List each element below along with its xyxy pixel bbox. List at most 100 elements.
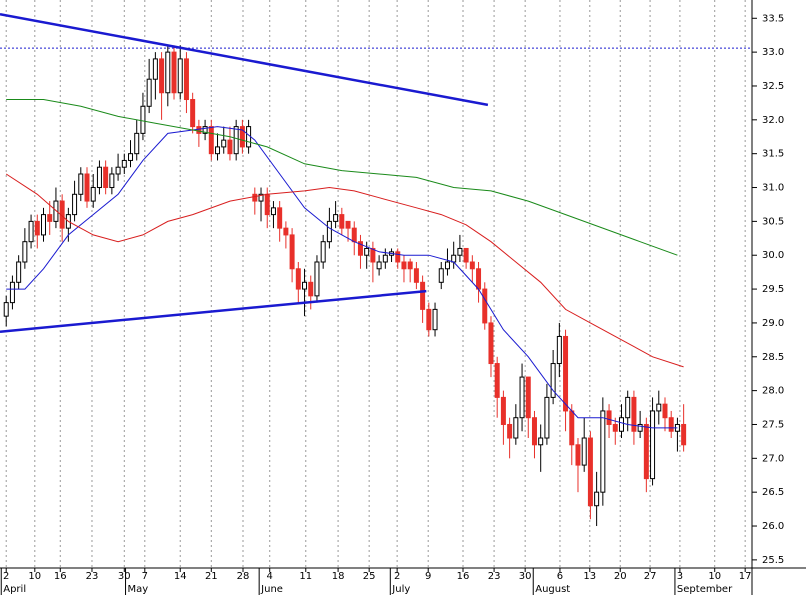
y-tick-label: 26.0 — [762, 521, 784, 532]
candle-body — [96, 166, 102, 189]
candle-body — [34, 220, 40, 236]
candle-body — [3, 302, 9, 317]
candle-body — [171, 51, 177, 94]
line-series — [0, 12, 489, 107]
y-tick-label: 33.5 — [762, 13, 784, 24]
y-tick-label: 32.5 — [762, 81, 784, 92]
candle-body — [587, 437, 593, 507]
x-tick-label: 30 — [519, 571, 532, 582]
candle-body — [146, 78, 152, 107]
candle-body — [345, 220, 351, 229]
candle-body — [364, 247, 370, 256]
candle-body — [656, 403, 662, 412]
candle-body — [227, 139, 233, 155]
y-tick-label: 27.0 — [762, 453, 784, 464]
candle-body — [438, 268, 444, 283]
candle-body — [140, 105, 146, 134]
candle-body — [494, 363, 500, 398]
line-series — [6, 126, 678, 429]
candle-body — [556, 335, 562, 365]
y-tick-label: 31.0 — [762, 183, 784, 194]
candle-body — [681, 423, 687, 446]
candle-body — [270, 207, 276, 216]
candle-body — [550, 363, 556, 398]
x-tick-label: 11 — [299, 571, 312, 582]
candle-body — [326, 220, 332, 243]
y-tick-label: 32.0 — [762, 115, 784, 126]
x-tick-label: 10 — [28, 571, 41, 582]
candle-body — [16, 261, 22, 283]
candle-body — [376, 261, 382, 270]
candle-body — [631, 396, 637, 432]
candle-body — [370, 247, 376, 263]
line-series — [5, 173, 684, 368]
candle-body — [78, 173, 84, 195]
candle-body — [121, 159, 127, 168]
candle-body — [103, 166, 109, 189]
candle-body — [351, 227, 357, 243]
candle-body — [289, 234, 295, 270]
candle-body — [463, 247, 469, 263]
month-label: April — [3, 584, 26, 595]
y-tick-label: 30.5 — [762, 216, 784, 227]
candle-body — [215, 146, 221, 155]
candle-body — [500, 396, 506, 425]
month-label: May — [128, 584, 149, 595]
candle-body — [643, 423, 649, 480]
y-tick-label: 27.5 — [762, 419, 784, 430]
candle-body — [41, 214, 47, 236]
candle-body — [134, 132, 140, 155]
candle-body — [382, 254, 388, 263]
candle-body — [407, 261, 413, 270]
candle-body — [283, 227, 289, 236]
candle-body — [208, 126, 214, 155]
candle-body — [444, 261, 450, 270]
candle-body — [22, 241, 28, 263]
candle-body — [668, 417, 674, 432]
x-tick-label: 16 — [457, 571, 470, 582]
candle-body — [9, 281, 15, 304]
x-tick-label: 6 — [557, 571, 563, 582]
candle-body — [177, 58, 183, 94]
line-series — [0, 289, 427, 333]
candle-body — [606, 410, 612, 425]
candle-body — [650, 410, 656, 480]
line-series — [6, 99, 678, 256]
candle-body — [612, 423, 618, 432]
x-tick-label: 2 — [3, 571, 9, 582]
candle-body — [575, 444, 581, 466]
candle-body — [53, 200, 59, 222]
candle-body — [190, 99, 196, 128]
y-tick-label: 29.5 — [762, 284, 784, 295]
candle-body — [413, 268, 419, 283]
candle-body — [531, 417, 537, 446]
candle-body — [47, 214, 53, 222]
candle-body — [159, 58, 165, 94]
x-tick-label: 23 — [488, 571, 501, 582]
candle-body — [581, 437, 587, 466]
x-tick-label: 4 — [267, 571, 273, 582]
x-tick-label: 18 — [332, 571, 345, 582]
x-tick-label: 13 — [583, 571, 596, 582]
x-tick-label: 10 — [708, 571, 721, 582]
candle-body — [469, 261, 475, 270]
candle-body — [594, 491, 600, 507]
x-tick-label: 2 — [394, 571, 400, 582]
candle-body — [339, 214, 345, 229]
candle-body — [401, 261, 407, 270]
y-tick-label: 25.5 — [762, 555, 784, 566]
candle-body — [28, 220, 34, 243]
candle-body — [488, 322, 494, 365]
month-label: June — [260, 584, 283, 595]
x-tick-label: 27 — [644, 571, 657, 582]
candle-body — [457, 247, 463, 256]
candle-body — [165, 51, 171, 94]
candle-body — [128, 153, 134, 161]
x-tick-label: 28 — [237, 571, 250, 582]
candle-body — [625, 396, 631, 419]
candle-body — [115, 166, 121, 175]
y-tick-label: 33.0 — [762, 47, 784, 58]
candle-body — [513, 417, 519, 439]
